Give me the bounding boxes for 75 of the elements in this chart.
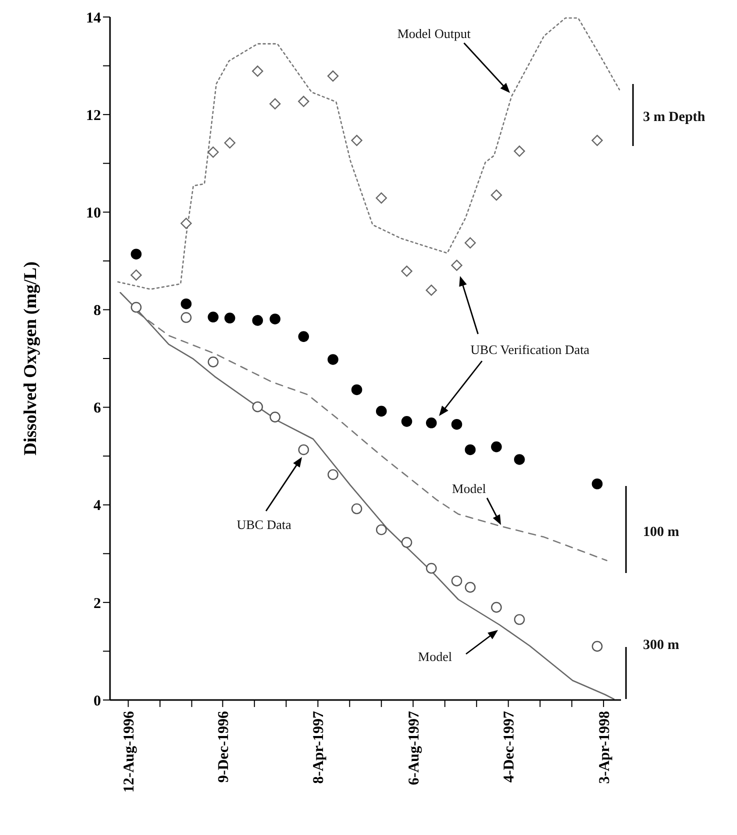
point bbox=[180, 312, 192, 323]
point bbox=[451, 576, 462, 586]
point bbox=[208, 312, 219, 322]
point bbox=[592, 478, 603, 490]
point bbox=[327, 70, 339, 82]
point bbox=[252, 315, 263, 326]
y-tick-label: 8 bbox=[94, 303, 101, 320]
y-tick-label: 12 bbox=[86, 108, 101, 124]
point bbox=[376, 406, 387, 417]
text: 3 m Depth bbox=[643, 110, 706, 125]
point bbox=[376, 192, 387, 204]
point bbox=[490, 189, 502, 201]
point bbox=[328, 354, 338, 365]
point bbox=[270, 412, 280, 422]
point bbox=[252, 66, 264, 77]
point bbox=[270, 314, 280, 324]
x-tick-label: 3-Apr-1998 bbox=[596, 711, 613, 784]
y-axis-title: Dissolved Oxygen (mg/L) bbox=[20, 261, 40, 456]
annotation: Model bbox=[418, 649, 452, 664]
point bbox=[298, 331, 310, 342]
line-series bbox=[120, 292, 615, 700]
point bbox=[224, 137, 236, 148]
text: 100 m bbox=[643, 525, 680, 540]
point bbox=[514, 454, 525, 465]
point bbox=[298, 96, 310, 107]
point bbox=[464, 444, 476, 456]
y-tick-label: 4 bbox=[94, 498, 102, 514]
point bbox=[351, 134, 362, 146]
point bbox=[252, 401, 263, 412]
point bbox=[269, 98, 281, 110]
point bbox=[592, 640, 603, 652]
point bbox=[426, 417, 437, 428]
point bbox=[180, 298, 192, 310]
point bbox=[351, 384, 362, 396]
y-tick-label: 0 bbox=[94, 693, 101, 710]
point bbox=[224, 312, 236, 324]
annotation: UBC Data bbox=[236, 517, 292, 532]
point bbox=[208, 356, 219, 368]
point bbox=[130, 248, 142, 260]
point bbox=[401, 416, 412, 427]
point bbox=[401, 537, 412, 548]
point bbox=[426, 562, 437, 574]
y-tick-label: 14 bbox=[86, 10, 102, 26]
point bbox=[464, 237, 476, 248]
annotation: Model bbox=[452, 481, 486, 496]
annotation: UBC Verification Data bbox=[470, 342, 590, 357]
point bbox=[426, 284, 437, 296]
point bbox=[491, 441, 502, 452]
point bbox=[298, 444, 310, 456]
point bbox=[592, 134, 603, 146]
point bbox=[491, 602, 502, 613]
x-tick-label: 4-Dec-1997 bbox=[502, 710, 518, 783]
point bbox=[351, 503, 362, 514]
point bbox=[401, 266, 412, 277]
point bbox=[130, 302, 142, 313]
point bbox=[180, 218, 192, 229]
point bbox=[451, 260, 462, 271]
annotation: Model Output bbox=[397, 26, 472, 41]
x-tick-label: 8-Apr-1997 bbox=[311, 710, 328, 784]
point bbox=[208, 146, 219, 158]
point bbox=[514, 614, 525, 625]
x-tick-label: 6-Aug-1997 bbox=[406, 710, 422, 786]
y-tick-label: 6 bbox=[94, 400, 102, 417]
point bbox=[376, 524, 387, 536]
line-series bbox=[117, 17, 620, 290]
point bbox=[451, 418, 462, 430]
y-tick-label: 10 bbox=[86, 205, 101, 222]
y-tick-label: 2 bbox=[94, 596, 101, 612]
x-tick-label: 12-Aug-1996 bbox=[122, 710, 138, 793]
x-tick-label: 9-Dec-1996 bbox=[216, 710, 232, 783]
point bbox=[464, 582, 476, 593]
point bbox=[514, 146, 526, 157]
point bbox=[328, 469, 338, 480]
point bbox=[130, 269, 142, 281]
text: 300 m bbox=[643, 638, 680, 653]
